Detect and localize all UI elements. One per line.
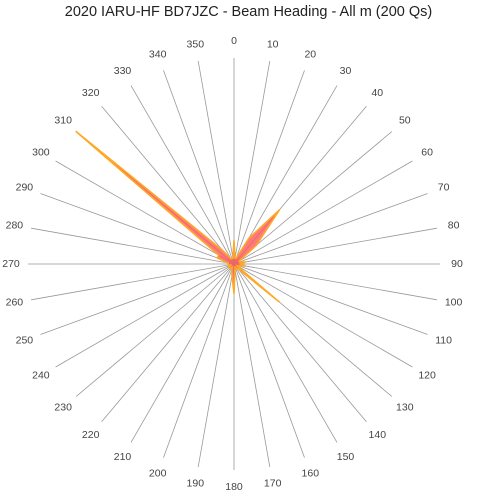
spoke-60 [233,160,413,265]
spoke-10 [233,61,271,265]
spoke-320 [101,105,235,265]
spoke-220 [101,263,235,423]
angle-tick-label: 240 [32,370,50,382]
radial-grid [28,58,440,470]
angle-tick-label: 310 [54,115,72,127]
spoke-30 [233,85,338,265]
angle-tick-label: 250 [16,334,34,346]
spoke-330 [130,85,235,265]
angle-tick-label: 190 [187,478,205,490]
angle-tick-label: 300 [32,147,50,159]
spoke-290 [40,193,235,265]
angle-tick-label: 60 [421,147,433,159]
angle-tick-label: 340 [149,48,167,60]
angle-tick-label: 280 [6,219,24,231]
angle-tick-label: 200 [149,468,167,480]
spoke-280 [31,227,235,265]
angle-tick-label: 100 [445,297,463,309]
spoke-200 [163,263,235,458]
angle-tick-label: 40 [371,87,383,99]
spoke-80 [233,227,437,265]
spoke-100 [233,263,437,301]
angle-tick-label: 230 [54,401,72,413]
spoke-230 [75,263,235,397]
series-polygon [75,130,281,303]
angle-tick-label: 260 [6,297,24,309]
angle-tick-label: 220 [82,429,100,441]
angle-tick-label: 290 [16,182,34,194]
angle-tick-label: 330 [114,65,132,77]
spoke-50 [233,131,393,265]
angle-tick-label: 110 [435,334,452,346]
spoke-340 [163,70,235,265]
spoke-210 [130,263,235,443]
angle-tick-label: 10 [267,38,279,50]
spoke-140 [233,263,367,423]
spoke-160 [233,263,305,458]
angle-tick-label: 140 [369,429,387,441]
spoke-110 [233,263,428,335]
chart-title: 2020 IARU-HF BD7JZC - Beam Heading - All… [64,4,433,20]
spoke-300 [55,160,235,265]
angle-tick-label: 320 [82,87,100,99]
angle-tick-label: 210 [114,451,132,463]
angle-tick-label: 170 [264,478,282,490]
angle-tick-label: 160 [302,468,320,480]
spoke-250 [40,263,235,335]
angle-tick-label: 270 [2,258,20,270]
spoke-120 [233,263,413,368]
angle-tick-label: 90 [451,258,463,270]
angle-tick-label: 30 [340,65,352,77]
spoke-70 [233,193,428,265]
spoke-240 [55,263,235,368]
angle-tick-labels: 0 10 20 30 40 50 60 70 80 90 100 110 120 130 140 150 160… [2,35,463,493]
angle-tick-label: 80 [448,219,460,231]
angle-tick-label: 70 [438,182,450,194]
angle-tick-label: 50 [399,115,411,127]
angle-tick-label: 120 [418,370,436,382]
spoke-350 [197,61,235,265]
angle-tick-label: 180 [225,481,243,493]
angle-tick-label: 130 [396,401,414,413]
angle-tick-label: 0 [231,35,237,47]
angle-tick-label: 20 [304,48,316,60]
spoke-260 [31,263,235,301]
spoke-150 [233,263,338,443]
angle-tick-label: 350 [187,38,205,50]
spoke-170 [233,263,271,467]
spoke-20 [233,70,305,265]
spoke-190 [197,263,235,467]
angle-tick-label: 150 [337,451,355,463]
